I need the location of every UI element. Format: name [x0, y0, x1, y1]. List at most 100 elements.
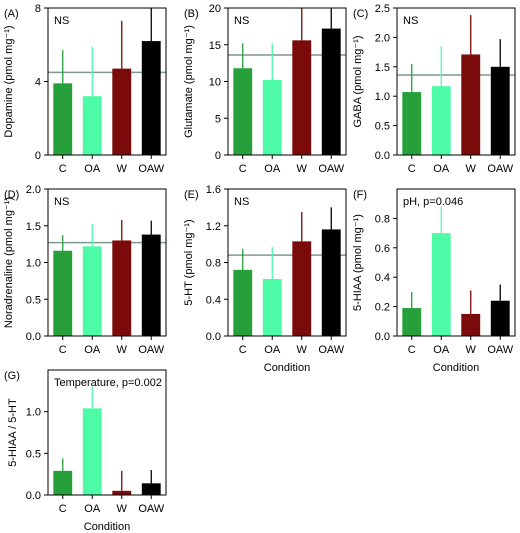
- bar-oaw: [141, 234, 161, 336]
- y-tick-label: 0.8: [206, 258, 221, 270]
- y-tick-label: 8: [35, 3, 41, 15]
- x-tick-label: C: [59, 344, 67, 356]
- panel-label: (F): [353, 189, 367, 201]
- bar-oa: [262, 279, 282, 336]
- bar-oaw: [141, 483, 161, 495]
- plot-frame: [47, 369, 167, 496]
- bar-oa: [431, 86, 451, 155]
- bar-oaw: [490, 66, 510, 155]
- bar-oa: [82, 246, 102, 336]
- x-tick-label: W: [466, 163, 477, 175]
- bar-c: [53, 83, 73, 155]
- bar-w: [461, 54, 481, 156]
- bar-w: [112, 240, 132, 336]
- significance-annotation: NS: [234, 15, 249, 27]
- y-tick-label: 0.8: [375, 213, 390, 225]
- y-tick-label: 0.5: [26, 448, 41, 460]
- bar-c: [53, 250, 73, 336]
- x-tick-label: C: [239, 163, 247, 175]
- bar-w: [112, 68, 132, 155]
- bar-oa: [82, 96, 102, 155]
- significance-annotation: NS: [54, 15, 69, 27]
- y-tick-label: 4: [35, 77, 41, 89]
- y-tick-label: 2.5: [375, 3, 390, 15]
- x-tick-label: OA: [84, 503, 101, 515]
- significance-annotation: NS: [234, 196, 249, 208]
- bar-c: [402, 92, 422, 155]
- plot-frame: [227, 7, 347, 156]
- x-tick-label: W: [297, 344, 308, 356]
- significance-annotation: pH, p=0.046: [403, 196, 463, 208]
- y-tick-label: 1.0: [26, 407, 41, 419]
- y-tick-label: 0.6: [375, 243, 390, 255]
- bar-oa: [262, 80, 282, 155]
- y-axis-label: Glutamate (pmol mg⁻¹): [183, 25, 195, 138]
- x-tick-label: W: [117, 503, 128, 515]
- bar-oa: [431, 233, 451, 336]
- y-tick-label: 20: [209, 3, 221, 15]
- y-tick-label: 15: [209, 40, 221, 52]
- significance-annotation: NS: [54, 196, 69, 208]
- bar-c: [233, 68, 253, 155]
- y-tick-label: 2.0: [375, 32, 390, 44]
- y-axis-label: GABA (pmol mg⁻¹): [352, 36, 364, 128]
- y-tick-label: 0: [215, 150, 221, 162]
- y-tick-label: 1.5: [375, 62, 390, 74]
- plot-frame: [396, 7, 516, 156]
- x-tick-label: OA: [264, 163, 281, 175]
- significance-annotation: NS: [403, 15, 418, 27]
- x-tick-label: OAW: [138, 344, 164, 356]
- y-tick-label: 0.4: [206, 294, 221, 306]
- x-axis-label: Condition: [264, 362, 310, 374]
- x-tick-label: OAW: [138, 503, 164, 515]
- y-tick-label: 0.2: [375, 302, 390, 314]
- bar-w: [292, 40, 312, 156]
- x-axis-label: Condition: [84, 521, 130, 533]
- x-tick-label: C: [408, 163, 416, 175]
- x-tick-label: OA: [84, 163, 101, 175]
- plot-frame: [47, 7, 167, 156]
- y-tick-label: 2.0: [26, 184, 41, 196]
- plot-frame: [396, 188, 516, 337]
- panel-label: (G): [4, 370, 20, 382]
- x-tick-label: W: [117, 163, 128, 175]
- y-tick-label: 10: [209, 77, 221, 89]
- y-tick-label: 1.0: [375, 91, 390, 103]
- panel-label: (E): [184, 189, 199, 201]
- bar-oaw: [321, 229, 341, 336]
- bar-c: [53, 470, 73, 495]
- y-axis-label: 5-HIAA (pmol mg⁻¹): [352, 214, 364, 311]
- y-tick-label: 5: [215, 113, 221, 125]
- x-tick-label: OAW: [487, 344, 513, 356]
- y-axis-label: Dopamine (pmol mg⁻¹): [3, 25, 15, 137]
- y-tick-label: 0.5: [26, 294, 41, 306]
- x-tick-label: C: [408, 344, 416, 356]
- x-tick-label: OAW: [138, 163, 164, 175]
- x-tick-label: C: [59, 503, 67, 515]
- x-tick-label: OAW: [318, 344, 344, 356]
- bar-oaw: [490, 300, 510, 336]
- x-tick-label: OA: [433, 344, 450, 356]
- panel-label: (D): [4, 189, 19, 201]
- plot-frame: [47, 188, 167, 337]
- y-axis-label: Noradrenaline (pmol mg⁻¹): [3, 197, 15, 328]
- bar-w: [461, 313, 481, 336]
- x-tick-label: OA: [433, 163, 450, 175]
- significance-annotation: Temperature, p=0.002: [54, 377, 162, 389]
- y-tick-label: 0.0: [26, 490, 41, 502]
- x-tick-label: C: [239, 344, 247, 356]
- chart-panel: C OA W OAW0.00.51.01.52.0(D)NSNoradrenaline…: [3, 184, 167, 356]
- panel-label: (C): [353, 8, 368, 20]
- y-tick-label: 0.0: [26, 331, 41, 343]
- y-tick-label: 0.5: [375, 121, 390, 133]
- y-axis-label: 5-HT (pmol mg⁻¹): [183, 219, 195, 305]
- panel-label: (A): [4, 8, 19, 20]
- plot-frame: [227, 188, 347, 337]
- y-tick-label: 1.5: [26, 221, 41, 233]
